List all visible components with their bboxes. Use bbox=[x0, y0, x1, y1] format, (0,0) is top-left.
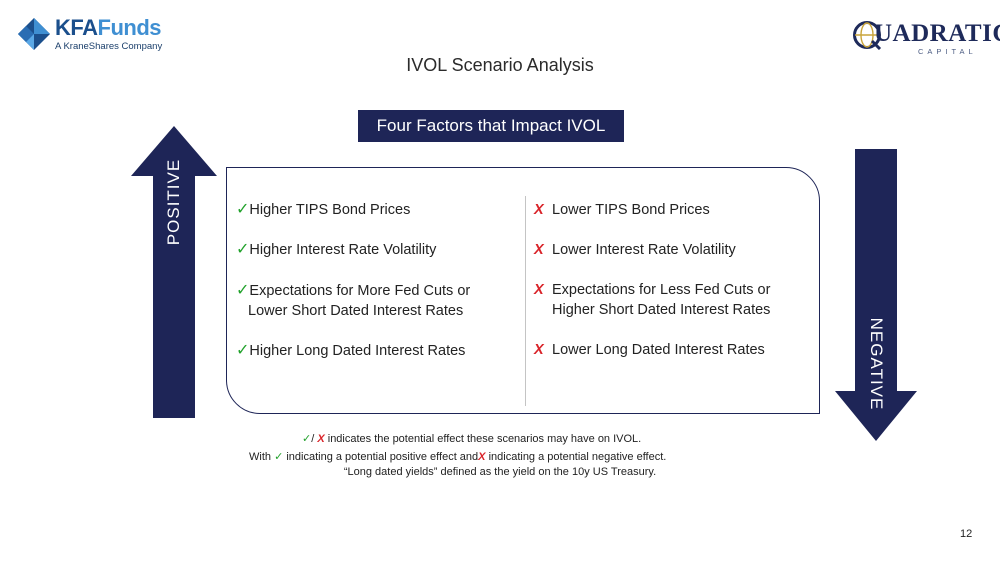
check-icon: ✓ bbox=[236, 282, 250, 299]
check-icon: ✓ bbox=[236, 241, 250, 258]
negative-factor-text-line2: Higher Short Dated Interest Rates bbox=[552, 302, 771, 318]
cross-icon: X bbox=[534, 282, 544, 298]
footnote-line-2-prefix: With bbox=[249, 451, 271, 463]
cross-icon: X bbox=[534, 342, 544, 358]
positive-factor-text: Expectations for More Fed Cuts or bbox=[249, 283, 471, 299]
cross-icon: X bbox=[534, 202, 544, 218]
positive-factor-text: Higher Long Dated Interest Rates bbox=[249, 343, 466, 359]
negative-factor-3: X Expectations for Less Fed Cuts or Highe… bbox=[534, 280, 770, 320]
positive-factor-text-line2: Lower Short Dated Interest Rates bbox=[248, 303, 464, 319]
kfa-brand-part1: KFA bbox=[55, 15, 98, 40]
kfa-funds-logo: KFAFunds A KraneShares Company bbox=[18, 16, 168, 54]
footnote-line-2-mid: indicating a potential positive effect a… bbox=[286, 451, 479, 463]
page-number: 12 bbox=[960, 528, 973, 540]
positive-factor-3: ✓Expectations for More Fed Cuts or Lower… bbox=[236, 281, 470, 321]
slide-title: IVOL Scenario Analysis bbox=[406, 55, 594, 75]
kfa-brand-name: KFAFunds bbox=[55, 16, 161, 40]
check-icon: ✓ bbox=[236, 342, 250, 359]
positive-factor-4: ✓Higher Long Dated Interest Rates bbox=[236, 341, 465, 361]
footnote-line-3: “Long dated yields” defined as the yield… bbox=[343, 466, 657, 478]
factors-header: Four Factors that Impact IVOL bbox=[358, 110, 624, 142]
check-icon: ✓ bbox=[274, 451, 284, 463]
negative-down-arrow-icon bbox=[835, 149, 917, 441]
cross-icon: X bbox=[478, 451, 486, 463]
negative-factor-text: Lower TIPS Bond Prices bbox=[552, 202, 710, 218]
negative-factor-text: Lower Long Dated Interest Rates bbox=[552, 342, 765, 358]
negative-factor-1: X Lower TIPS Bond Prices bbox=[534, 200, 710, 220]
negative-factor-text: Expectations for Less Fed Cuts or bbox=[552, 282, 771, 298]
quadratic-globe-icon bbox=[853, 21, 882, 50]
negative-factor-2: X Lower Interest Rate Volatility bbox=[534, 240, 736, 260]
kfa-brand-part2: Funds bbox=[97, 15, 162, 40]
positive-factor-text: Higher Interest Rate Volatility bbox=[249, 242, 437, 258]
check-icon: ✓ bbox=[236, 201, 250, 218]
footnote-line-2-end: indicating a potential negative effect. bbox=[488, 451, 667, 463]
negative-label: NEGATIVE bbox=[867, 317, 886, 411]
footnote-line-1: ✓/ X indicates the potential effect thes… bbox=[302, 432, 641, 445]
negative-factor-text: Lower Interest Rate Volatility bbox=[552, 242, 736, 258]
positive-label: POSITIVE bbox=[164, 158, 183, 246]
quadratic-tagline: CAPITAL bbox=[918, 47, 977, 56]
kfa-tagline: A KraneShares Company bbox=[55, 41, 163, 52]
quadratic-capital-logo: UADRATIC CAPITAL bbox=[852, 18, 1000, 56]
kfa-diamond-icon bbox=[18, 18, 50, 50]
footnote-line-1-text: indicates the potential effect these sce… bbox=[327, 433, 642, 445]
positive-factor-text: Higher TIPS Bond Prices bbox=[249, 202, 411, 218]
check-icon: ✓ bbox=[302, 433, 312, 445]
footnote-separator: / bbox=[311, 433, 315, 445]
column-divider bbox=[525, 196, 526, 406]
negative-factor-4: X Lower Long Dated Interest Rates bbox=[534, 340, 765, 360]
cross-icon: X bbox=[317, 433, 325, 445]
positive-factor-1: ✓Higher TIPS Bond Prices bbox=[236, 200, 410, 220]
footnote-line-2: With ✓ indicating a potential positive e… bbox=[249, 450, 666, 463]
positive-factor-2: ✓Higher Interest Rate Volatility bbox=[236, 240, 436, 260]
positive-up-arrow-icon bbox=[131, 126, 217, 418]
cross-icon: X bbox=[534, 242, 544, 258]
factors-box bbox=[226, 167, 820, 414]
quadratic-brand-name: UADRATIC bbox=[874, 20, 1000, 47]
